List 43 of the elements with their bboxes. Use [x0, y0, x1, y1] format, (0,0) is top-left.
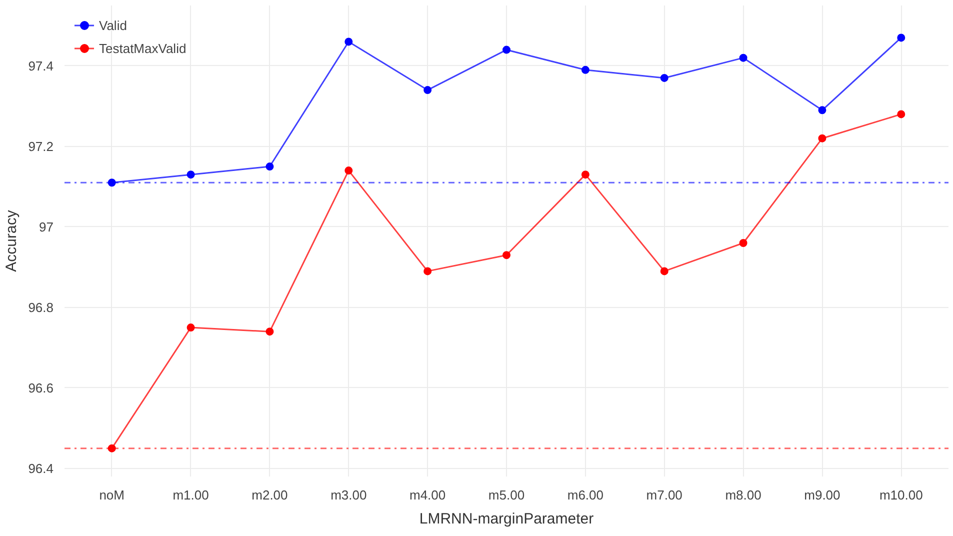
y-axis-title: Accuracy	[3, 210, 20, 272]
x-tick-label: m9.00	[804, 488, 840, 502]
x-tick-label: m1.00	[172, 488, 209, 502]
point	[660, 267, 668, 276]
x-tick-label: m3.00	[330, 488, 367, 502]
x-tick-label: m2.00	[252, 488, 288, 502]
point	[266, 162, 274, 171]
point	[424, 86, 432, 94]
y-tick-label: 97.4	[28, 58, 54, 74]
point	[818, 106, 826, 114]
point	[581, 170, 590, 179]
x-tick-label: noM	[99, 488, 125, 502]
y-tick-label: 97	[39, 219, 54, 234]
point	[186, 324, 195, 332]
point	[108, 178, 116, 187]
legend-label: TestatMaxValid	[99, 40, 186, 56]
x-tick-label: m7.00	[646, 488, 682, 502]
y-tick-label: 96.6	[28, 380, 54, 396]
point	[424, 267, 432, 276]
point	[266, 328, 274, 336]
point	[108, 444, 116, 452]
x-tick-label: m5.00	[488, 488, 525, 502]
point	[897, 110, 906, 118]
point	[739, 54, 748, 62]
x-tick-label: m4.00	[410, 488, 446, 502]
point	[186, 170, 195, 179]
y-tick-label: 96.4	[28, 460, 54, 476]
y-tick-label: 96.8	[28, 300, 54, 315]
point	[818, 134, 826, 142]
point	[739, 239, 748, 248]
x-axis-title: LMRNN-marginParameter	[419, 510, 594, 528]
x-tick-label: m6.00	[567, 488, 604, 502]
point	[897, 34, 906, 42]
point	[502, 251, 510, 260]
point	[344, 38, 353, 46]
y-tick-label: 97.2	[28, 138, 54, 154]
legend-label: Valid	[99, 18, 127, 32]
x-tick-label: m8.00	[725, 488, 762, 502]
x-tick-label: m10.00	[879, 488, 923, 502]
point	[581, 66, 590, 74]
point	[344, 166, 353, 175]
point	[660, 74, 668, 82]
point	[502, 46, 510, 54]
